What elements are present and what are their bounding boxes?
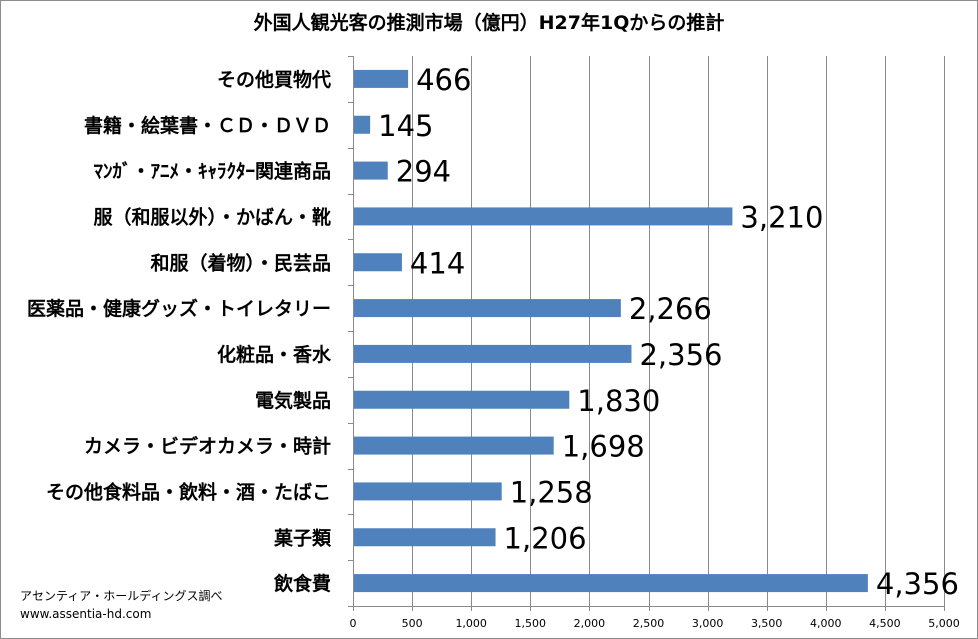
x-tick-label: 2,000 bbox=[574, 617, 606, 630]
value-label: 1,258 bbox=[510, 475, 593, 509]
bar bbox=[354, 299, 621, 318]
category-label: 書籍・絵葉書・ＣＤ・ＤＶＤ bbox=[84, 114, 331, 137]
bar bbox=[354, 115, 371, 134]
bar bbox=[354, 528, 496, 547]
x-tick-label: 5,000 bbox=[928, 617, 960, 630]
bar bbox=[354, 574, 868, 593]
x-tick-label: 2,500 bbox=[633, 617, 665, 630]
category-label: 和服（着物）・民芸品 bbox=[150, 251, 331, 274]
value-label: 1,206 bbox=[504, 521, 587, 555]
category-label: ﾏﾝｶﾞ・ｱﾆﾒ・ｷｬﾗｸﾀｰ関連商品 bbox=[93, 160, 331, 183]
bar bbox=[354, 390, 570, 409]
category-label: 飲食費 bbox=[273, 572, 331, 595]
bar bbox=[354, 207, 733, 226]
value-label: 2,266 bbox=[629, 292, 712, 326]
credit-source: アセンティア・ホールディングス調べ bbox=[20, 589, 223, 603]
category-label: 服（和服以外）・かばん・靴 bbox=[93, 205, 331, 228]
value-label: 145 bbox=[378, 109, 433, 143]
x-tick-label: 4,500 bbox=[869, 617, 901, 630]
x-tick-label: 1,000 bbox=[455, 617, 487, 630]
value-label: 414 bbox=[410, 246, 465, 280]
category-label: 医薬品・健康グッズ・トイレタリー bbox=[27, 297, 331, 320]
category-label: その他買物代 bbox=[217, 68, 331, 91]
category-label: カメラ・ビデオカメラ・時計 bbox=[84, 435, 331, 458]
x-tick-label: 1,500 bbox=[515, 617, 547, 630]
value-label: 3,210 bbox=[740, 200, 823, 234]
bar bbox=[354, 344, 632, 363]
bar bbox=[354, 69, 409, 88]
x-tick-label: 0 bbox=[350, 617, 357, 630]
value-label: 4,356 bbox=[876, 567, 959, 601]
chart-title: 外国人観光客の推測市場（億円）H27年1Qからの推計 bbox=[253, 12, 725, 34]
value-label: 2,356 bbox=[639, 338, 722, 372]
credit-url: www.assentia-hd.com bbox=[20, 607, 152, 621]
category-label: 化粧品・香水 bbox=[217, 343, 332, 366]
value-label: 1,830 bbox=[577, 384, 660, 418]
x-tick-label: 500 bbox=[402, 617, 423, 630]
bar bbox=[354, 482, 502, 501]
value-label: 294 bbox=[396, 155, 451, 189]
x-tick-label: 3,500 bbox=[751, 617, 783, 630]
category-label: 菓子類 bbox=[273, 526, 332, 549]
bar bbox=[354, 253, 402, 272]
x-tick-label: 4,000 bbox=[810, 617, 842, 630]
category-label: その他食料品・飲料・酒・たばこ bbox=[46, 480, 331, 503]
value-label: 466 bbox=[416, 63, 471, 97]
x-tick-label: 3,000 bbox=[692, 617, 724, 630]
value-label: 1,698 bbox=[562, 430, 645, 464]
bar bbox=[354, 436, 554, 455]
bar bbox=[354, 161, 388, 180]
category-label: 電気製品 bbox=[255, 389, 331, 412]
